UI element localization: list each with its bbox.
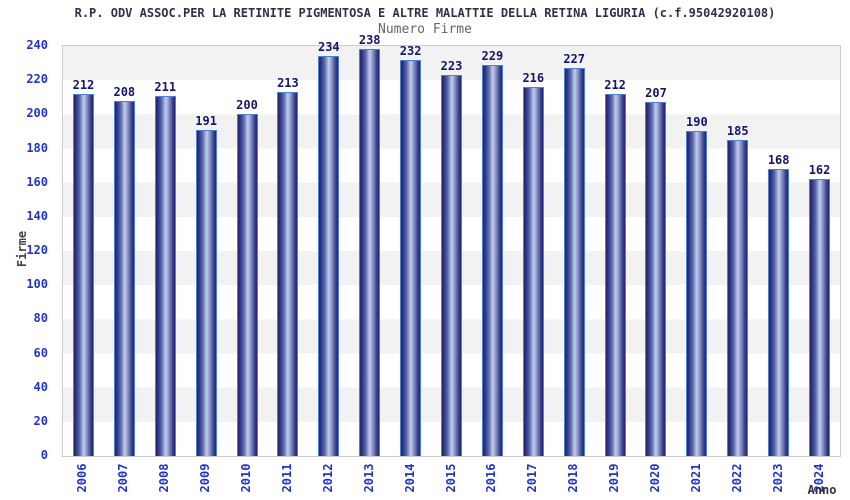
y-tick-label: 120	[26, 243, 48, 257]
bar-value-label: 162	[808, 163, 831, 178]
bar-value-label: 212	[72, 77, 95, 92]
x-tick-label: 2017	[525, 463, 540, 493]
bar-2022	[727, 139, 749, 456]
y-tick-label: 220	[26, 72, 48, 87]
bar-value-label: 238	[358, 33, 381, 48]
chart-title: R.P. ODV ASSOC.PER LA RETINITE PIGMENTOS…	[74, 6, 776, 20]
bar-2013	[359, 49, 381, 456]
bar-2010	[236, 114, 258, 456]
x-tick-label: 2012	[320, 463, 335, 493]
y-tick-label: 80	[33, 311, 48, 326]
x-axis-title: Anno	[807, 483, 837, 497]
bar-2019	[604, 93, 626, 456]
y-tick-label: 140	[26, 208, 48, 223]
y-tick-label: 40	[33, 379, 48, 394]
bar-2009	[195, 129, 217, 456]
bar-value-label: 211	[154, 79, 177, 94]
bar-2017	[522, 87, 544, 456]
bar-value-label: 185	[726, 123, 749, 138]
x-tick-label: 2020	[647, 463, 662, 493]
bar-2023	[768, 169, 790, 456]
x-tick-label: 2021	[688, 463, 703, 493]
x-tick-label: 2016	[484, 463, 499, 493]
x-tick-label: 2006	[75, 463, 90, 493]
bar-value-label: 223	[440, 59, 463, 74]
plot-area: 212 208 211 191 200 213 234 238 232 223 229 216 227 2…	[62, 33, 841, 457]
x-tick-label: 2011	[279, 463, 294, 493]
bar-value-label: 227	[563, 52, 586, 67]
y-tick-label: 60	[33, 345, 48, 360]
bar-value-label: 216	[522, 71, 545, 85]
bar-value-label: 212	[604, 77, 626, 92]
bar-value-label: 234	[317, 40, 340, 55]
x-tick-label: 2018	[566, 463, 581, 493]
y-tick-label: 20	[33, 413, 48, 428]
y-tick-label: 180	[26, 140, 48, 155]
bar-2008	[154, 95, 176, 456]
bar-2021	[686, 131, 708, 456]
bar-2007	[113, 100, 135, 456]
bar-2024	[809, 179, 831, 456]
bar-value-label: 232	[399, 43, 422, 58]
x-tick-label: 2010	[239, 463, 254, 493]
bar-value-label: 200	[236, 98, 258, 113]
x-tick-label: 2015	[443, 463, 458, 493]
bar-value-label: 213	[277, 76, 299, 91]
bar-value-label: 191	[195, 113, 217, 128]
x-tick-label: 2014	[402, 463, 417, 493]
chart-subtitle: Numero Firme	[378, 22, 472, 37]
x-tick-label: 2007	[116, 463, 131, 493]
x-tick-label: 2022	[729, 463, 744, 493]
bar-2016	[481, 64, 503, 456]
bar-2011	[277, 92, 299, 456]
y-tick-label: 0	[40, 448, 48, 462]
bar-2018	[563, 68, 585, 456]
x-tick-label: 2008	[157, 463, 172, 493]
x-tick-label: 2013	[361, 463, 376, 493]
bar-2015	[441, 75, 462, 456]
bar-value-label: 190	[686, 115, 708, 130]
bar-value-label: 208	[113, 84, 136, 99]
y-tick-label: 200	[26, 106, 48, 121]
x-tick-label: 2019	[607, 463, 622, 493]
bar-2014	[400, 59, 422, 456]
bar-value-label: 168	[767, 153, 790, 167]
bar-2020	[645, 102, 667, 456]
y-tick-label: 160	[26, 174, 48, 189]
bar-2012	[318, 56, 340, 456]
x-tick-label: 2009	[198, 463, 213, 493]
y-tick-label: 240	[26, 38, 48, 52]
x-tick-label: 2023	[770, 463, 785, 493]
bar-value-label: 229	[481, 48, 504, 63]
y-tick-label: 100	[26, 277, 48, 292]
bar-value-label: 207	[645, 86, 667, 101]
bar-2006	[72, 93, 94, 456]
